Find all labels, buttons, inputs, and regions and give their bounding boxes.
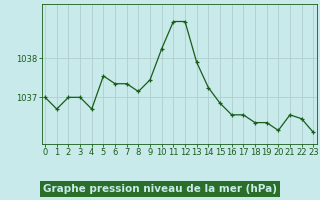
Text: Graphe pression niveau de la mer (hPa): Graphe pression niveau de la mer (hPa) (43, 184, 277, 194)
